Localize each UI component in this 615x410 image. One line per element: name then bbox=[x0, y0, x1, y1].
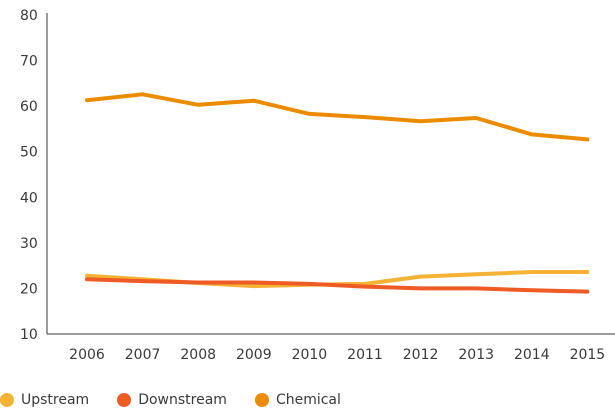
line-chart: 10 20 30 40 50 60 70 80 2006 2007 2008 2009 2010 201… bbox=[20, 8, 615, 363]
y-tick-label: 70 bbox=[20, 54, 38, 70]
y-tick-label: 60 bbox=[20, 99, 38, 115]
x-tick-label: 2014 bbox=[514, 347, 550, 363]
x-tick-label: 2008 bbox=[180, 347, 216, 363]
x-tick-label: 2012 bbox=[403, 347, 439, 363]
legend-label-chemical: Chemical bbox=[275, 392, 341, 408]
x-tick-label: 2009 bbox=[236, 347, 272, 363]
legend-item-upstream: Upstream bbox=[0, 392, 89, 408]
y-tick-label: 30 bbox=[20, 236, 38, 252]
legend-label-downstream: Downstream bbox=[138, 392, 227, 408]
legend-item-downstream: Downstream bbox=[117, 392, 227, 408]
x-tick-label: 2015 bbox=[570, 347, 606, 363]
legend-label-upstream: Upstream bbox=[21, 392, 90, 408]
y-tick-label: 50 bbox=[20, 145, 38, 161]
legend: Upstream Downstream Chemical bbox=[0, 390, 369, 410]
series-lines bbox=[85, 92, 590, 294]
x-axis-tick-labels: 2006 2007 2008 2009 2010 2011 2012 2013 2014 2015 bbox=[69, 347, 605, 363]
y-tick-label: 10 bbox=[20, 327, 38, 343]
series-line-downstream bbox=[85, 277, 590, 294]
y-tick-label: 40 bbox=[20, 190, 38, 206]
x-tick-label: 2011 bbox=[347, 347, 383, 363]
series-line-chemical bbox=[85, 92, 590, 142]
x-tick-label: 2006 bbox=[69, 347, 105, 363]
legend-item-chemical: Chemical bbox=[254, 392, 341, 408]
legend-swatch-chemical bbox=[254, 393, 269, 407]
x-tick-label: 2010 bbox=[292, 347, 328, 363]
y-tick-label: 80 bbox=[20, 8, 38, 24]
x-tick-label: 2013 bbox=[458, 347, 494, 363]
x-tick-label: 2007 bbox=[125, 347, 161, 363]
y-axis-tick-labels: 10 20 30 40 50 60 70 80 bbox=[20, 8, 38, 343]
y-tick-label: 20 bbox=[20, 281, 38, 297]
legend-swatch-upstream bbox=[0, 393, 14, 407]
legend-swatch-downstream bbox=[117, 393, 132, 407]
